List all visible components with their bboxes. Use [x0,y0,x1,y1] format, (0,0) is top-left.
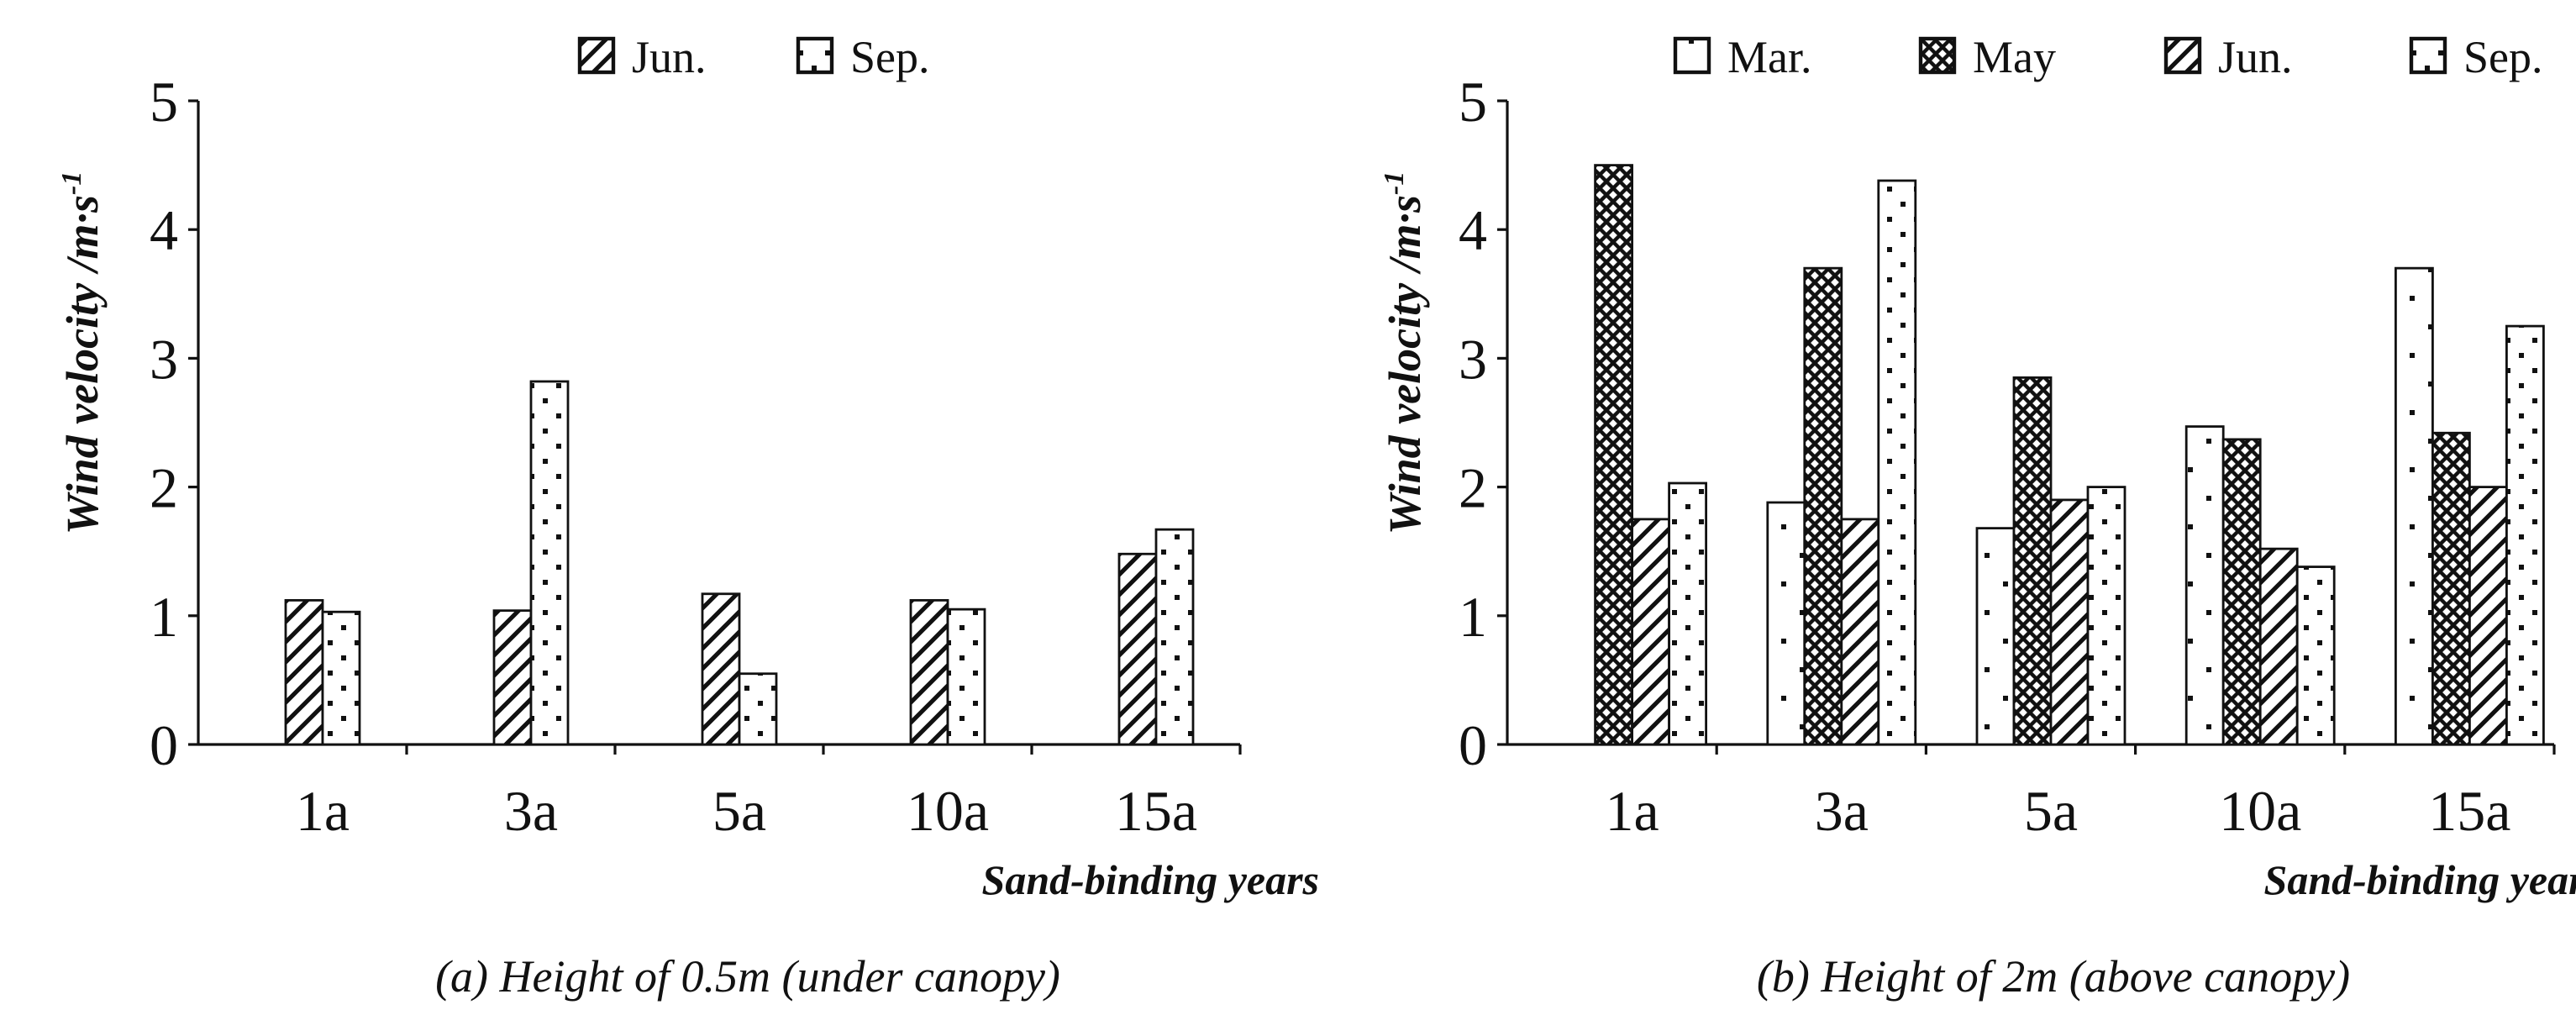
legend-label: Sep. [850,32,930,82]
x-tick-label: 15a [1115,779,1197,843]
bar-may-5a [2012,376,2053,746]
legend-item-mar: Mar. [1673,32,1812,82]
bar-sep-5a [738,672,778,746]
bar-mar-3a [1766,501,1806,746]
y-tick-label: 3 [1459,327,1487,391]
x-tick-label: 1a [1606,779,1659,843]
legend-label: Jun. [2218,32,2293,82]
x-tick-label: 10a [2219,779,2301,843]
legend-swatch [1918,36,1957,75]
bar-mar-10a [2184,425,2225,746]
bar-may-3a [1803,266,1843,746]
x-axis-label: Sand-binding years [982,856,1319,903]
y-tick-label: 4 [1459,198,1487,262]
x-tick-label: 1a [296,779,350,843]
bar-sep-3a [529,380,570,746]
chart-panel-a: 0 1 2 3 4 5 1a 3a 5a 10a 15a Jun. Sep. Wind velocity … [56,32,1319,1002]
legend-swatch [2409,36,2447,75]
bar-may-15a [2431,431,2471,746]
x-tick-label: 5a [2024,779,2078,843]
y-tick-label: 0 [150,713,178,777]
x-tick-label: 15a [2428,779,2510,843]
bar-may-1a [1594,164,1633,746]
bar-sep-10a [2295,565,2336,746]
chart-panel-b: 0 1 2 3 4 5 1a 3a 5a 10a 15a Mar. May Jun. Sep. Wind ve… [1379,32,2576,1002]
bar-sep-1a [321,610,361,746]
y-tick-label: 5 [1459,70,1487,134]
legend-item-may: May [1918,32,2056,82]
y-axis-label: Wind velocity /m·s-1 [1379,171,1430,535]
bar-sep-10a [946,608,986,746]
y-axis-label-superscript: -1 [1379,171,1410,195]
bar-may-10a [2221,438,2262,746]
bar-jun-3a [1840,518,1880,746]
legend-item-jun: Jun. [577,32,707,82]
y-tick-label: 2 [150,456,178,520]
legend-item-jun: Jun. [2163,32,2293,82]
bar-jun-10a [2258,547,2299,746]
bar-sep-15a [2505,324,2545,746]
legend-label: May [1973,32,2056,82]
figure-caption-b: (b) Height of 2m (above canopy) [1757,951,2350,1002]
legend-swatch [577,36,616,75]
bar-sep-1a [1668,481,1707,746]
legend-label: Mar. [1727,32,1812,82]
legend-item-sep: Sep. [2409,32,2543,82]
legend-item-sep: Sep. [796,32,930,82]
bar-jun-5a [2049,498,2090,746]
bar-sep-15a [1154,528,1195,746]
y-tick-label: 5 [150,70,178,134]
y-tick-label: 3 [150,327,178,391]
bar-jun-15a [1117,552,1158,746]
bar-jun-1a [284,599,324,746]
bar-sep-5a [2086,486,2127,746]
bar-sep-3a [1877,179,1917,746]
y-tick-label: 2 [1459,456,1487,520]
y-axis-label: Wind velocity /m·s-1 [56,171,108,535]
bar-mar-15a [2394,266,2434,746]
bar-mar-5a [1975,527,2016,746]
legend-swatch [796,36,834,75]
y-tick-label: 4 [150,198,178,262]
y-tick-label: 1 [1459,585,1487,649]
x-tick-label: 3a [1815,779,1869,843]
x-tick-label: 10a [907,779,989,843]
x-tick-label: 5a [712,779,766,843]
bar-jun-15a [2468,486,2508,746]
legend-label: Sep. [2463,32,2543,82]
bar-jun-1a [1631,518,1670,746]
bar-jun-3a [492,609,533,746]
bar-jun-10a [909,599,949,746]
legend-label: Jun. [632,32,707,82]
x-tick-label: 3a [504,779,558,843]
legend-swatch [2163,36,2202,75]
bar-jun-5a [701,592,741,746]
y-tick-label: 1 [150,585,178,649]
y-axis-label-superscript: -1 [56,171,87,195]
figure-caption-a: (a) Height of 0.5m (under canopy) [435,951,1060,1002]
x-axis-label: Sand-binding years [2264,856,2576,903]
y-tick-label: 0 [1459,713,1487,777]
legend-swatch [1673,36,1711,75]
